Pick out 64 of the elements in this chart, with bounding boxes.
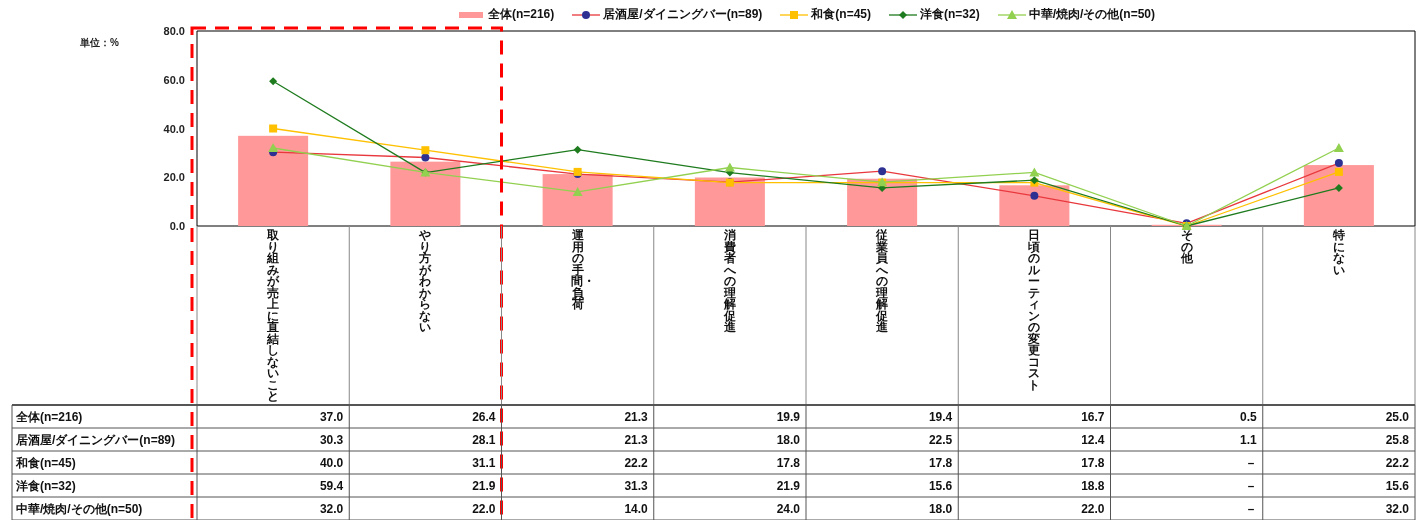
data-label: 32.0 [319, 501, 344, 516]
data-label: 31.3 [624, 478, 649, 493]
data-label: 19.9 [776, 409, 801, 424]
data-label: 18.0 [928, 501, 953, 516]
y-tick-label: 0.0 [169, 220, 185, 232]
legend-label: 中華/焼肉/その他(n=50) [1028, 6, 1156, 23]
data-label: 21.3 [624, 409, 649, 424]
data-label: 25.0 [1385, 409, 1410, 424]
data-label: 17.8 [1081, 455, 1105, 470]
y-tick-label: 20.0 [163, 171, 185, 184]
text: 全体(n=216) [16, 409, 83, 424]
text: 居酒屋/ダイニングバー(n=89) [16, 432, 176, 447]
category-label: 日頃のルーティンの変更コスト [1028, 228, 1041, 392]
data-label: 15.6 [928, 478, 953, 493]
data-label: 28.1 [472, 432, 496, 447]
data-label: 21.9 [776, 478, 801, 493]
data-label: 30.3 [319, 432, 344, 447]
category-label: やり方がわからない [419, 228, 432, 334]
data-label: 22.0 [472, 501, 496, 516]
data-label: 31.1 [472, 455, 496, 470]
text: 中華/焼肉/その他(n=50) [16, 501, 143, 516]
legend-label: 洋食(n=32) [920, 6, 980, 23]
x-tick-label: 運用の手間・負荷 [571, 228, 596, 313]
category-label: 従業員への理解促進 [876, 228, 889, 334]
data-label: 40.0 [319, 455, 344, 470]
data-label: － [1244, 478, 1257, 493]
category-label: 消費者への理解促進 [723, 228, 736, 334]
data-label: 0.5 [1240, 409, 1258, 424]
data-label: 1.1 [1240, 432, 1258, 447]
data-label: 18.0 [776, 432, 801, 447]
data-label: － [1244, 455, 1257, 470]
legend-label: 和食(n=45) [811, 6, 871, 23]
data-label: 59.4 [319, 478, 344, 493]
legend-label: 全体(n=216) [487, 6, 555, 23]
data-label: － [1244, 501, 1257, 516]
data-label: 21.3 [624, 432, 649, 447]
data-label: 22.2 [624, 455, 649, 470]
y-tick-label: 60.0 [163, 73, 185, 86]
data-label: 37.0 [319, 409, 344, 424]
data-label: 15.6 [1385, 478, 1410, 493]
data-label: 16.7 [1081, 409, 1105, 424]
data-label: 17.8 [928, 455, 953, 470]
y-tick-label: 40.0 [163, 122, 185, 135]
y-tick-label: 80.0 [163, 25, 185, 37]
data-label: 21.9 [472, 478, 496, 493]
data-label: 19.4 [928, 409, 953, 424]
legend-label: 居酒屋/ダイニングバー(n=89) [603, 6, 763, 23]
data-label: 24.0 [776, 501, 801, 516]
data-label: 22.0 [1081, 501, 1105, 516]
data-label: 22.2 [1385, 455, 1410, 470]
text: 単位：% [79, 37, 119, 48]
text: 和食(n=45) [16, 455, 76, 470]
data-label: 18.8 [1081, 478, 1105, 493]
data-label: 32.0 [1385, 501, 1410, 516]
x-tick-label: 特にない [1332, 228, 1346, 279]
data-label: 14.0 [624, 501, 649, 516]
data-label: 12.4 [1081, 432, 1105, 447]
category-label: 取り組みが売上に直結しないこと [267, 228, 280, 403]
data-label: 26.4 [472, 409, 496, 424]
data-label: 17.8 [776, 455, 801, 470]
data-label: 25.8 [1385, 432, 1410, 447]
text: 洋食(n=32) [16, 478, 76, 493]
x-tick-label: その他 [1180, 228, 1194, 267]
data-label: 22.5 [928, 432, 953, 447]
